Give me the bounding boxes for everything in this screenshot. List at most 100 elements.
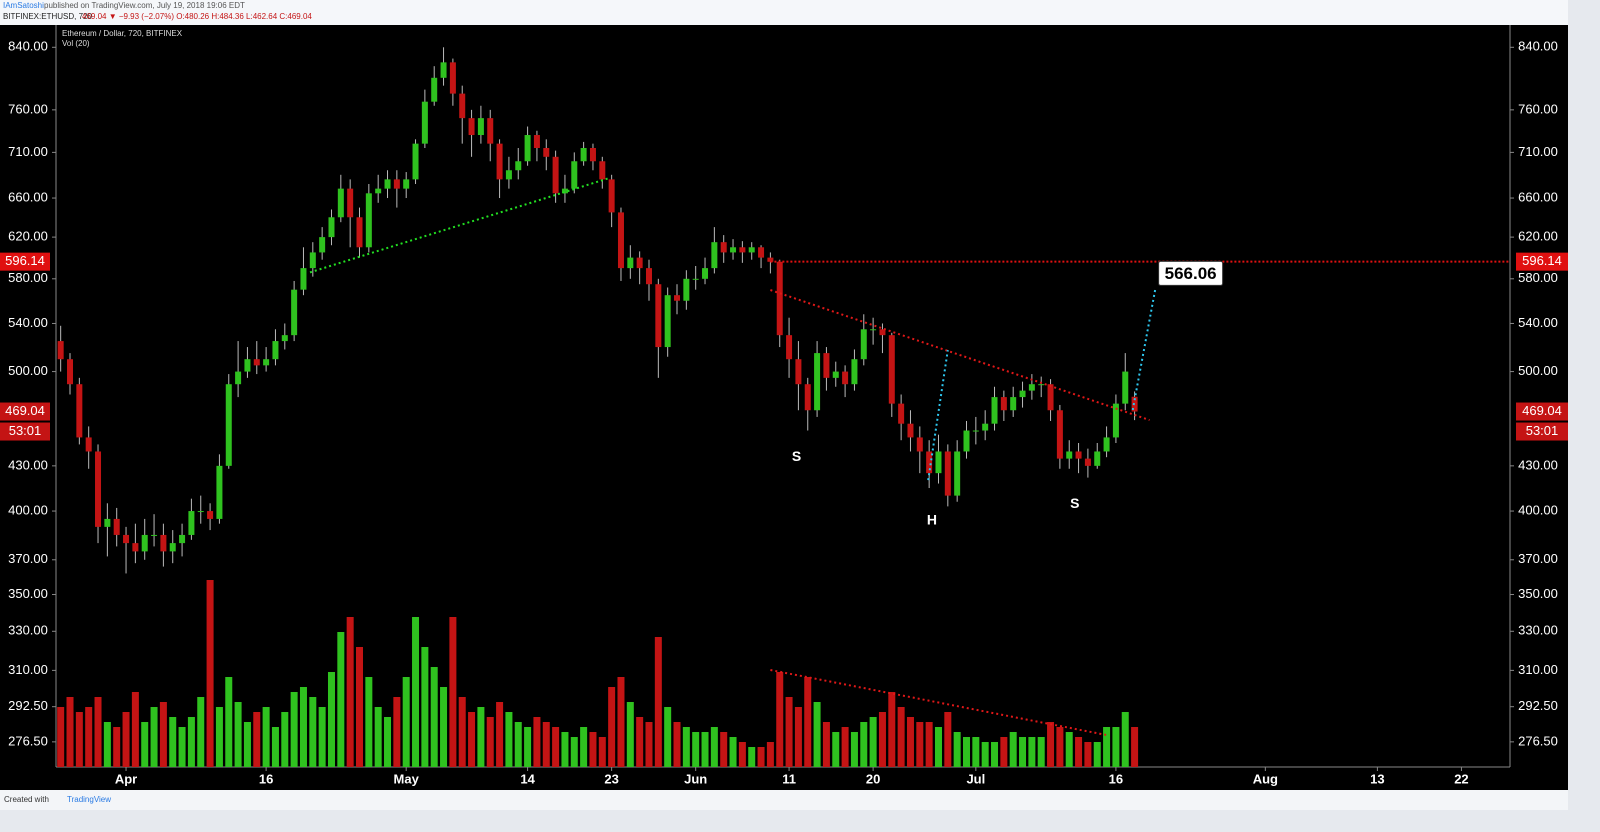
volume-bar: [757, 747, 765, 767]
candle-body: [636, 257, 643, 269]
target-box: [1158, 260, 1224, 286]
volume-bar: [944, 712, 952, 767]
volume-bar: [1056, 727, 1064, 767]
y-tick-label: 430.00: [1518, 457, 1558, 472]
volume-bar: [561, 732, 569, 767]
x-tick-label: 20: [866, 771, 880, 786]
volume-bar: [458, 697, 466, 767]
candle-body: [589, 148, 596, 162]
candle-body: [496, 143, 503, 180]
y-tick-label: 310.00: [8, 662, 48, 677]
candle-body: [711, 242, 718, 269]
volume-bar: [860, 722, 868, 767]
volume-bar: [94, 697, 102, 767]
candle-body: [608, 179, 615, 213]
last-price-label-box: [0, 402, 50, 421]
candle-body: [225, 384, 232, 466]
last-price-label: 469.04: [1522, 403, 1562, 418]
candle-body: [207, 511, 214, 519]
trend-line: [927, 349, 949, 481]
candle-body: [898, 403, 905, 424]
candle-body: [748, 247, 755, 253]
candle-body: [683, 278, 690, 301]
y-tick-label: 330.00: [8, 623, 48, 638]
volume-bar: [57, 707, 65, 767]
volume-bar: [1065, 732, 1073, 767]
volume-bar: [524, 727, 532, 767]
pattern-label: S: [792, 448, 801, 464]
y-tick-label: 840.00: [8, 39, 48, 54]
candle-body: [468, 118, 475, 136]
y-tick-label: 710.00: [1518, 144, 1558, 159]
volume-bar: [906, 717, 914, 767]
volume-bar: [178, 727, 186, 767]
candle-body: [935, 451, 942, 474]
volume-bar: [393, 697, 401, 767]
volume-bar: [234, 702, 242, 767]
volume-bar: [673, 722, 681, 767]
volume-bar: [1131, 727, 1139, 767]
volume-bar: [617, 677, 625, 767]
volume-bar: [1084, 742, 1092, 767]
x-tick-label: 13: [1370, 771, 1384, 786]
candle-body: [627, 257, 634, 269]
y-tick-label: 760.00: [1518, 101, 1558, 116]
candle-body: [786, 335, 793, 360]
level-label: 596.14: [1522, 253, 1562, 268]
volume-bar: [1047, 722, 1055, 767]
volume-bar: [113, 727, 121, 767]
volume-bar: [608, 687, 616, 767]
y-tick-label: 350.00: [1518, 586, 1558, 601]
y-tick-label: 500.00: [1518, 363, 1558, 378]
candle-body: [655, 284, 662, 348]
target-label: 566.06: [1165, 264, 1217, 283]
volume-bar: [150, 707, 158, 767]
volume-bar: [589, 732, 597, 767]
candle-body: [141, 534, 148, 552]
candle-body: [169, 543, 176, 552]
candle-body: [767, 257, 774, 262]
candle-body: [197, 511, 204, 513]
candle-body: [337, 188, 344, 218]
volume-bar: [514, 722, 522, 767]
volume-bar: [206, 580, 214, 767]
candle-body: [804, 384, 811, 411]
candle-body: [730, 247, 737, 253]
candle-body: [1028, 384, 1035, 391]
y-tick-label: 660.00: [8, 189, 48, 204]
candle-body: [188, 511, 195, 535]
candle-body: [431, 77, 438, 102]
x-tick-label: 16: [259, 771, 273, 786]
candle-body: [599, 161, 606, 180]
candle-body: [870, 329, 877, 331]
y-tick-label: 620.00: [8, 229, 48, 244]
candle-body: [720, 242, 727, 253]
volume-bar: [103, 722, 111, 767]
volume-bar: [991, 742, 999, 767]
volume-bar: [131, 692, 139, 767]
x-tick-label: 16: [1109, 771, 1123, 786]
candle-body: [552, 156, 559, 194]
volume-bar: [916, 722, 924, 767]
volume-bar: [346, 617, 354, 767]
candle-body: [1047, 384, 1054, 411]
y-tick-label: 292.50: [1518, 698, 1558, 713]
volume-label: Vol (20): [62, 39, 90, 48]
candle-body: [982, 423, 989, 431]
volume-bar: [421, 647, 429, 767]
x-tick-label: 23: [604, 771, 618, 786]
candle-body: [393, 179, 400, 189]
candle-body: [888, 335, 895, 404]
volume-bar: [692, 732, 700, 767]
volume-bar: [701, 732, 709, 767]
candle-body: [365, 193, 372, 248]
pattern-label: S: [1070, 495, 1079, 511]
x-tick-label: Jul: [966, 771, 985, 786]
volume-bar: [356, 647, 364, 767]
candle-body: [692, 278, 699, 280]
volume-bar: [822, 722, 830, 767]
volume-bar: [729, 737, 737, 767]
volume-bar: [215, 707, 223, 767]
volume-bar: [402, 677, 410, 767]
